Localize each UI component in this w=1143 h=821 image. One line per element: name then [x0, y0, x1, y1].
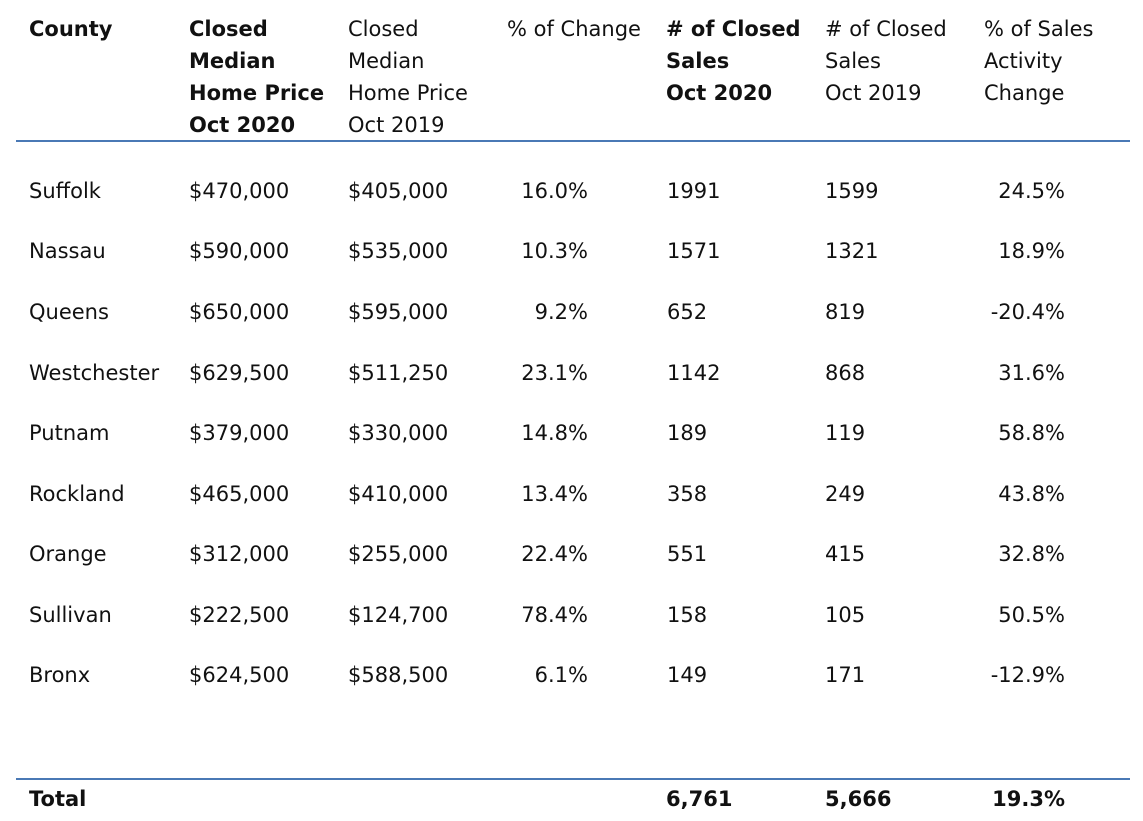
- median-2020-cell: $379,000: [189, 421, 290, 445]
- pct-change-cell: 22.4%: [521, 542, 588, 566]
- sales-change-cell: 31.6%: [998, 361, 1065, 385]
- total-sales-2019: 5,666: [825, 787, 892, 811]
- header-sales-2019: # of Closed Sales Oct 2019: [825, 13, 947, 109]
- header-line: Sales: [666, 49, 730, 73]
- median-2019-cell: $410,000: [348, 482, 449, 506]
- sales-2020-cell: 158: [667, 603, 708, 627]
- sales-2019-cell: 1599: [825, 179, 879, 203]
- pct-change-cell: 16.0%: [521, 179, 588, 203]
- median-2019-cell: $535,000: [348, 239, 449, 263]
- sales-2019-cell: 171: [825, 663, 866, 687]
- total-sales-change: 19.3%: [992, 787, 1065, 811]
- sales-change-cell: 58.8%: [998, 421, 1065, 445]
- pct-change-cell: 23.1%: [521, 361, 588, 385]
- county-cell: Suffolk: [29, 179, 101, 203]
- header-divider: [16, 140, 1130, 142]
- median-2019-cell: $330,000: [348, 421, 449, 445]
- header-line: Oct 2019: [825, 81, 922, 105]
- sales-change-cell: 32.8%: [998, 542, 1065, 566]
- sales-2019-cell: 868: [825, 361, 866, 385]
- sales-2020-cell: 149: [667, 663, 708, 687]
- pct-change-cell: 14.8%: [521, 421, 588, 445]
- sales-2019-cell: 415: [825, 542, 866, 566]
- sales-change-cell: 50.5%: [998, 603, 1065, 627]
- sales-2020-cell: 1142: [667, 361, 721, 385]
- sales-2020-cell: 1991: [667, 179, 721, 203]
- median-2019-cell: $405,000: [348, 179, 449, 203]
- header-sales-change: % of Sales Activity Change: [984, 13, 1093, 109]
- header-line: Oct 2019: [348, 113, 445, 137]
- county-cell: Putnam: [29, 421, 110, 445]
- median-2019-cell: $124,700: [348, 603, 449, 627]
- header-median-2019: Closed Median Home Price Oct 2019: [348, 13, 468, 141]
- header-line: Median: [189, 49, 276, 73]
- county-cell: Queens: [29, 300, 109, 324]
- header-line: # of Closed: [825, 17, 947, 41]
- header-line: % of Change: [507, 17, 641, 41]
- pct-change-cell: 78.4%: [521, 603, 588, 627]
- median-2019-cell: $588,500: [348, 663, 449, 687]
- sales-change-cell: 24.5%: [998, 179, 1065, 203]
- median-2020-cell: $222,500: [189, 603, 290, 627]
- header-line: Closed: [348, 17, 419, 41]
- sales-change-cell: 43.8%: [998, 482, 1065, 506]
- header-line: Sales: [825, 49, 881, 73]
- header-line: Home Price: [189, 81, 325, 105]
- total-divider: [16, 778, 1130, 780]
- sales-2020-cell: 551: [667, 542, 708, 566]
- header-line: # of Closed: [666, 17, 801, 41]
- header-pct-change: % of Change: [507, 13, 641, 45]
- pct-change-cell: 10.3%: [521, 239, 588, 263]
- county-cell: Rockland: [29, 482, 125, 506]
- sales-2019-cell: 105: [825, 603, 866, 627]
- sales-2019-cell: 1321: [825, 239, 879, 263]
- median-2019-cell: $595,000: [348, 300, 449, 324]
- header-line: Change: [984, 81, 1065, 105]
- pct-change-cell: 6.1%: [534, 663, 588, 687]
- total-sales-2020: 6,761: [666, 787, 733, 811]
- header-line: Closed: [189, 17, 268, 41]
- sales-change-cell: 18.9%: [998, 239, 1065, 263]
- median-2020-cell: $312,000: [189, 542, 290, 566]
- total-label: Total: [29, 787, 87, 811]
- header-line: Home Price: [348, 81, 468, 105]
- median-2020-cell: $470,000: [189, 179, 290, 203]
- sales-2020-cell: 358: [667, 482, 708, 506]
- header-sales-2020: # of Closed Sales Oct 2020: [666, 13, 801, 109]
- sales-2019-cell: 249: [825, 482, 866, 506]
- median-2020-cell: $624,500: [189, 663, 290, 687]
- header-line: Activity: [984, 49, 1063, 73]
- sales-2020-cell: 1571: [667, 239, 721, 263]
- median-2019-cell: $511,250: [348, 361, 449, 385]
- header-county: County: [29, 13, 112, 45]
- header-line: % of Sales: [984, 17, 1094, 41]
- pct-change-cell: 9.2%: [534, 300, 588, 324]
- median-2020-cell: $650,000: [189, 300, 290, 324]
- sales-2019-cell: 119: [825, 421, 866, 445]
- county-cell: Bronx: [29, 663, 91, 687]
- header-line: Oct 2020: [189, 113, 296, 137]
- median-2020-cell: $465,000: [189, 482, 290, 506]
- sales-change-cell: -12.9%: [990, 663, 1065, 687]
- county-cell: Westchester: [29, 361, 160, 385]
- median-2020-cell: $590,000: [189, 239, 290, 263]
- header-line: County: [29, 17, 113, 41]
- county-cell: Orange: [29, 542, 107, 566]
- header-median-2020: Closed Median Home Price Oct 2020: [189, 13, 324, 141]
- header-line: Oct 2020: [666, 81, 773, 105]
- county-cell: Nassau: [29, 239, 106, 263]
- sales-change-cell: -20.4%: [990, 300, 1065, 324]
- sales-2020-cell: 189: [667, 421, 708, 445]
- pct-change-cell: 13.4%: [521, 482, 588, 506]
- median-2020-cell: $629,500: [189, 361, 290, 385]
- median-2019-cell: $255,000: [348, 542, 449, 566]
- county-cell: Sullivan: [29, 603, 112, 627]
- sales-2019-cell: 819: [825, 300, 866, 324]
- header-line: Median: [348, 49, 425, 73]
- sales-2020-cell: 652: [667, 300, 708, 324]
